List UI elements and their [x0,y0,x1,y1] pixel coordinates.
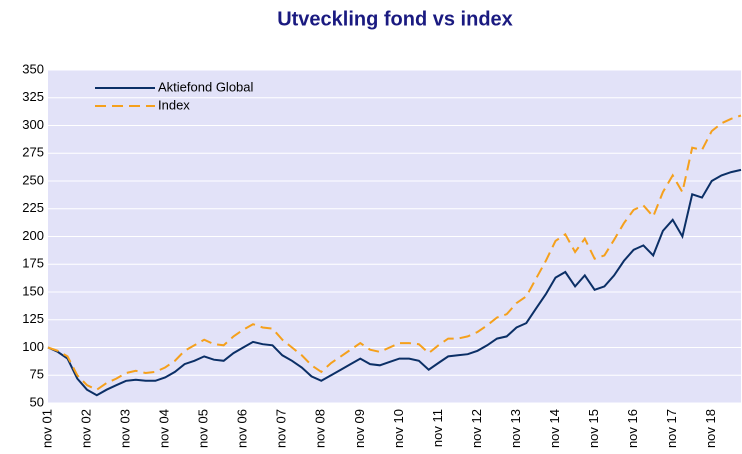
x-tick-label: nov 08 [313,409,328,448]
x-tick-label: nov 02 [78,409,93,448]
y-tick-label: 350 [22,61,44,76]
x-tick-label: nov 13 [508,409,523,448]
x-tick-label: nov 17 [664,409,679,448]
x-tick-label: nov 10 [391,409,406,448]
y-tick-label: 150 [22,283,44,298]
x-tick-label: nov 11 [430,409,445,447]
x-tick-label: nov 15 [586,409,601,448]
x-tick-label: nov 16 [625,409,640,448]
x-tick-label: nov 01 [39,409,54,448]
x-tick-label: nov 12 [469,409,484,448]
x-tick-label: nov 03 [118,409,133,448]
y-tick-label: 300 [22,117,44,132]
x-tick-label: nov 09 [352,409,367,448]
y-tick-label: 275 [22,145,44,160]
y-tick-label: 250 [22,172,44,187]
chart-title: Utveckling fond vs index [277,8,513,30]
y-tick-label: 225 [22,200,44,215]
y-tick-label: 125 [22,311,44,326]
y-tick-label: 325 [22,89,44,104]
y-tick-label: 200 [22,228,44,243]
y-tick-label: 50 [30,394,44,409]
y-tick-label: 75 [30,367,44,382]
line-series [47,168,742,397]
y-tick-label: 175 [22,256,44,271]
line-series [47,114,742,391]
legend-label: Aktiefond Global [158,79,254,94]
x-tick-label: nov 05 [196,409,211,448]
x-tick-label: nov 04 [157,409,172,448]
x-tick-label: nov 18 [703,409,718,448]
x-tick-label: nov 07 [274,409,289,448]
y-tick-label: 100 [22,339,44,354]
x-tick-label: nov 06 [235,409,250,448]
x-tick-label: nov 14 [547,409,562,448]
legend-label: Index [158,97,190,112]
